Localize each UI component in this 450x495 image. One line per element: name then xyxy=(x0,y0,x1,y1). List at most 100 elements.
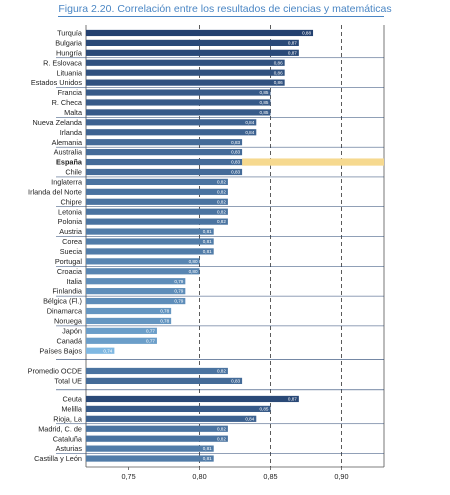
bar xyxy=(86,188,228,195)
data-label: 0,85 xyxy=(260,90,269,95)
data-label: 0,83 xyxy=(231,378,240,383)
bar xyxy=(86,445,214,452)
bar xyxy=(86,168,243,176)
data-label: 0,82 xyxy=(217,219,226,224)
data-label: 0,77 xyxy=(146,338,155,343)
category-label: Castilla y León xyxy=(34,454,82,463)
bar xyxy=(86,337,157,344)
category-label: Noruega xyxy=(54,317,83,326)
data-label: 0,85 xyxy=(260,100,269,105)
bar xyxy=(86,425,228,432)
bar xyxy=(86,327,157,334)
data-label: 0,86 xyxy=(274,80,283,85)
bar xyxy=(86,435,228,442)
data-label: 0,84 xyxy=(245,416,254,421)
data-label: 0,87 xyxy=(288,397,297,402)
bar xyxy=(86,198,228,205)
category-label: Italia xyxy=(67,277,83,286)
bar xyxy=(86,405,271,412)
category-label: Canadá xyxy=(56,336,83,345)
category-label: Finlandia xyxy=(52,287,83,296)
bar xyxy=(86,415,257,422)
bar xyxy=(86,377,243,384)
category-label: Corea xyxy=(62,237,83,246)
bar xyxy=(86,367,228,375)
x-tick-label: 0,75 xyxy=(121,472,135,481)
data-label: 0,82 xyxy=(217,426,226,431)
category-label: Austria xyxy=(59,227,83,236)
category-label: Chipre xyxy=(61,197,83,206)
data-label: 0,81 xyxy=(203,249,212,254)
category-label: Estados Unidos xyxy=(31,78,82,87)
data-label: 0,81 xyxy=(203,239,212,244)
bar xyxy=(86,317,172,325)
category-label: Madrid, C. de xyxy=(38,424,82,433)
bar xyxy=(86,39,299,46)
bar xyxy=(86,178,228,186)
bar xyxy=(86,208,228,215)
data-label: 0,81 xyxy=(203,456,212,461)
data-label: 0,86 xyxy=(274,70,283,75)
bar xyxy=(86,347,115,354)
bar xyxy=(86,119,257,126)
bar xyxy=(86,297,186,305)
data-label: 0,87 xyxy=(288,40,297,45)
data-label: 0,85 xyxy=(260,406,269,411)
category-label: R. Eslovaca xyxy=(43,58,83,67)
category-label: Alemania xyxy=(52,138,83,147)
category-label: Croacia xyxy=(57,267,83,276)
bar xyxy=(86,109,271,116)
bar xyxy=(86,268,200,275)
category-label: Turquía xyxy=(57,29,83,38)
title-underline xyxy=(58,16,384,17)
bar xyxy=(86,455,214,462)
data-label: 0,81 xyxy=(203,446,212,451)
bar xyxy=(86,129,257,136)
category-label: Chile xyxy=(65,168,82,177)
data-label: 0,84 xyxy=(245,130,254,135)
category-label: Irlanda xyxy=(60,128,83,137)
category-label: Hungría xyxy=(56,48,83,57)
bar xyxy=(86,238,214,245)
category-label: Letonia xyxy=(58,207,83,216)
bar xyxy=(86,258,200,265)
x-tick-label: 0,80 xyxy=(192,472,206,481)
category-label: Malta xyxy=(64,108,83,117)
category-label: Lituania xyxy=(56,68,83,77)
category-label: Portugal xyxy=(55,257,83,266)
category-label: Bulgaria xyxy=(55,38,83,47)
chart-title: Figura 2.20. Correlación entre los resul… xyxy=(58,3,392,15)
bar xyxy=(86,139,243,146)
category-label: Polonia xyxy=(58,217,83,226)
highlight-band xyxy=(242,158,384,166)
bar xyxy=(86,288,186,295)
category-label: Francia xyxy=(58,88,83,97)
bar xyxy=(86,99,271,106)
data-label: 0,82 xyxy=(217,369,226,374)
data-label: 0,79 xyxy=(174,289,183,294)
data-label: 0,83 xyxy=(231,140,240,145)
data-label: 0,83 xyxy=(231,150,240,155)
data-label: 0,78 xyxy=(160,309,169,314)
data-label: 0,84 xyxy=(245,120,254,125)
data-label: 0,83 xyxy=(231,160,240,165)
category-label: Cataluña xyxy=(53,434,83,443)
category-label: Australia xyxy=(54,148,83,157)
x-tick-label: 0,85 xyxy=(263,472,277,481)
data-label: 0,79 xyxy=(174,279,183,284)
category-label: Inglaterra xyxy=(51,178,83,187)
data-label: 0,80 xyxy=(189,269,198,274)
category-label: Suecia xyxy=(60,247,83,256)
data-label: 0,82 xyxy=(217,436,226,441)
data-label: 0,82 xyxy=(217,209,226,214)
bar xyxy=(86,228,214,235)
bar xyxy=(86,79,285,86)
data-label: 0,86 xyxy=(274,60,283,65)
bar xyxy=(86,395,299,403)
data-label: 0,83 xyxy=(231,170,240,175)
bar xyxy=(86,89,271,96)
data-label: 0,85 xyxy=(260,110,269,115)
data-label: 0,77 xyxy=(146,328,155,333)
bar xyxy=(86,218,228,225)
